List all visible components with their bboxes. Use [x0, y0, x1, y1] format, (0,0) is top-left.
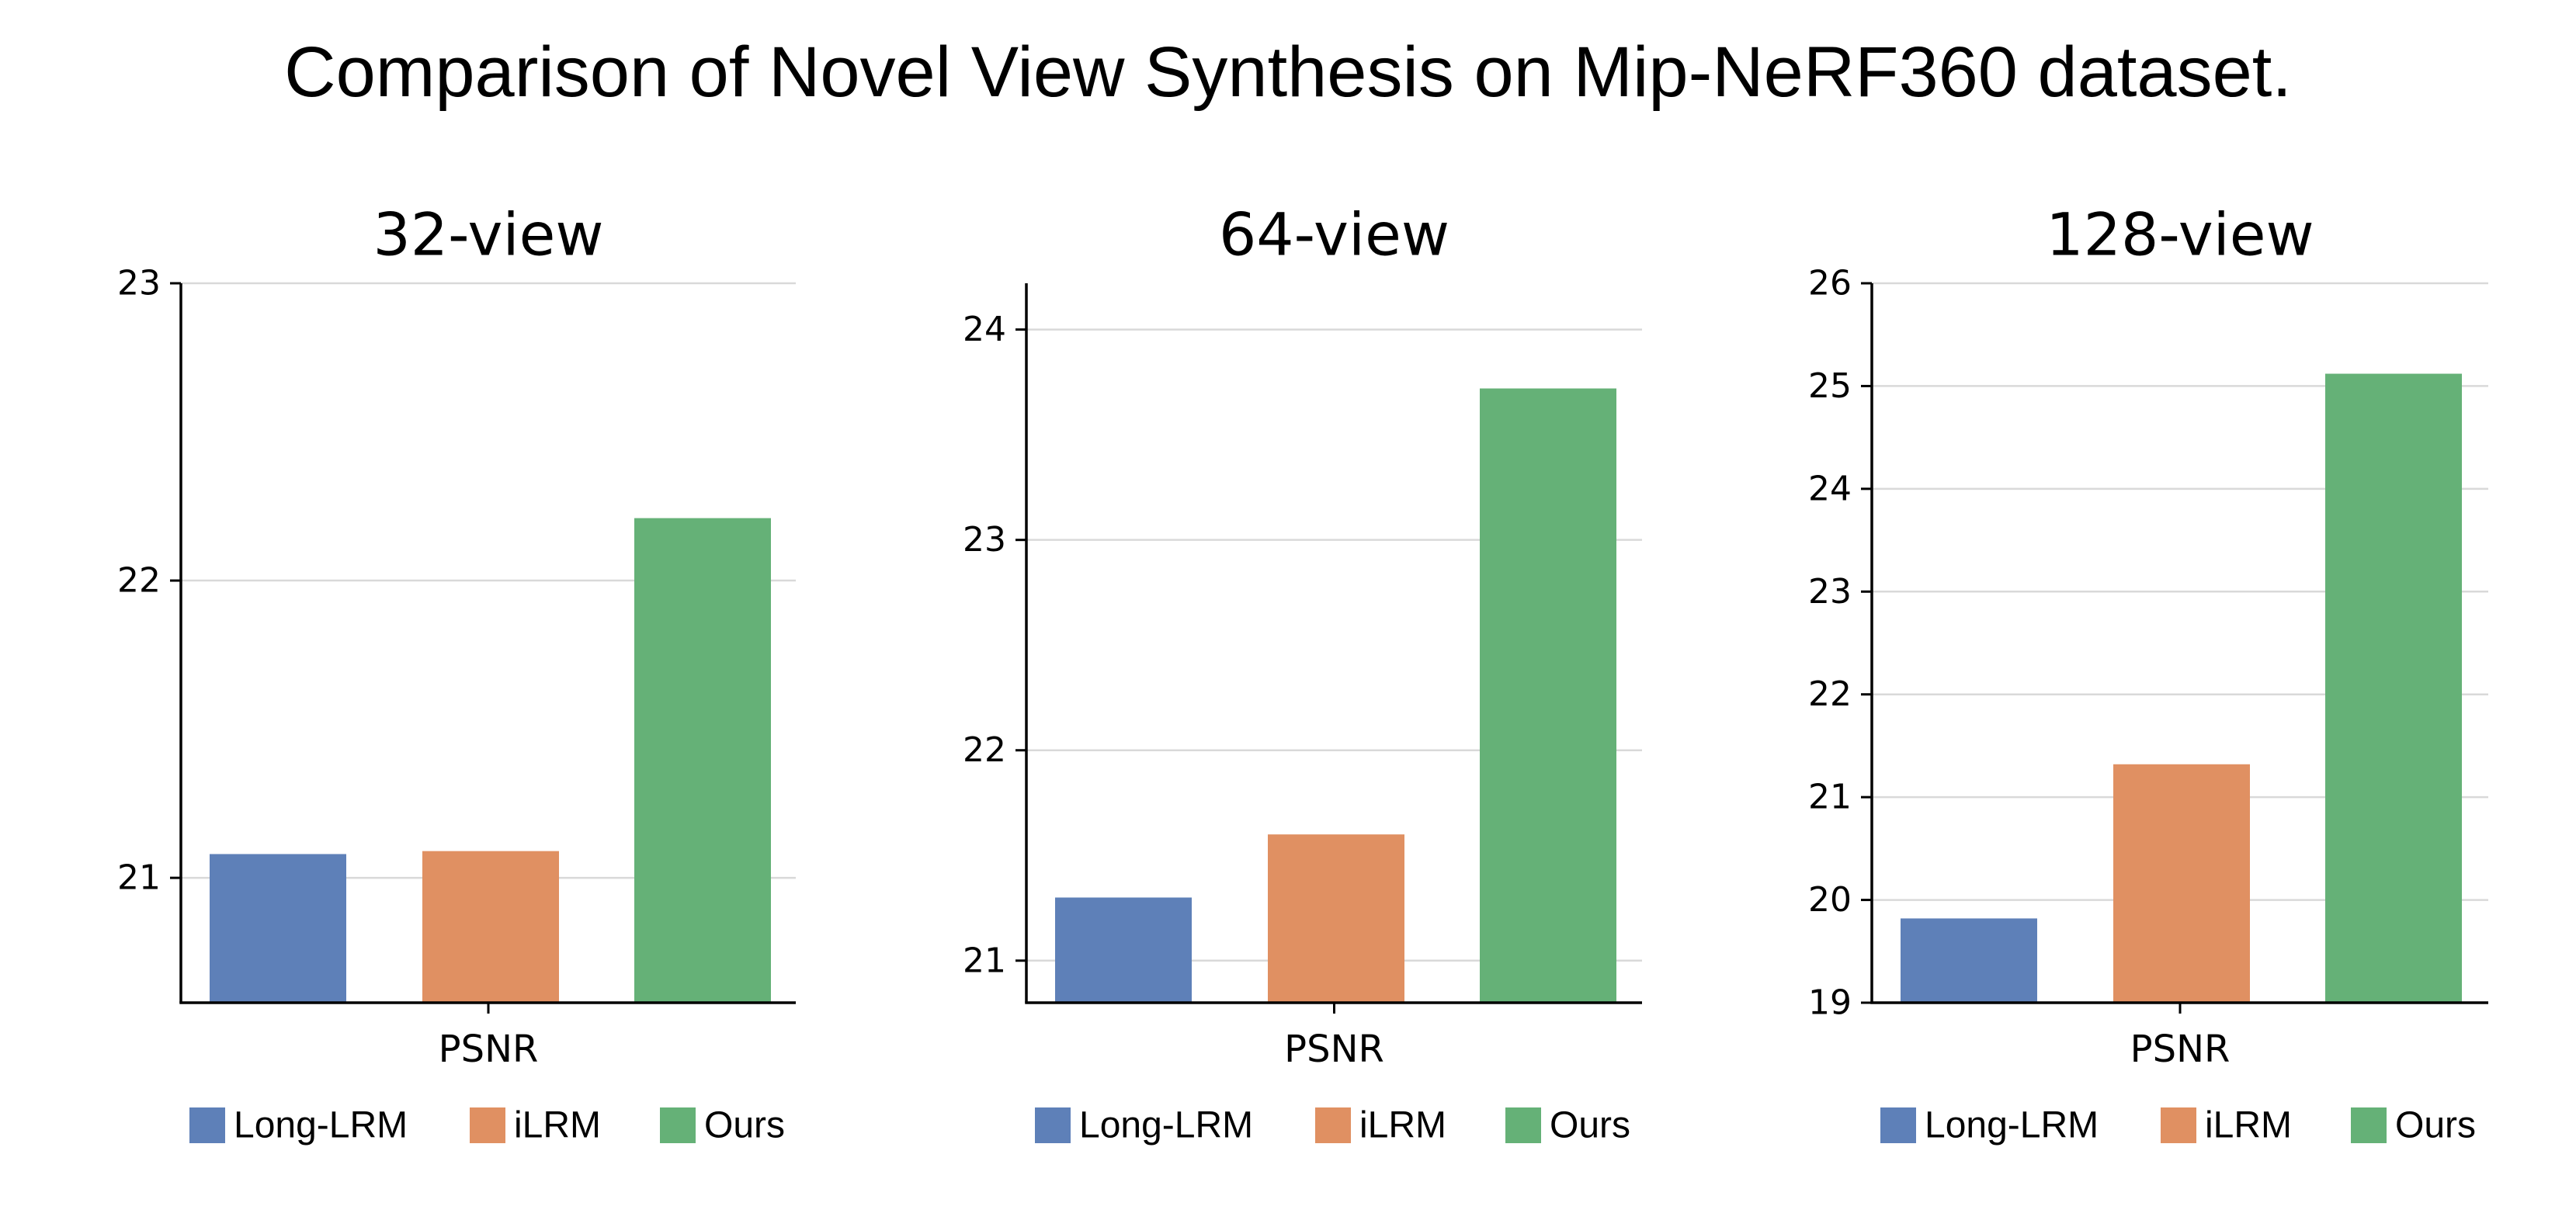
bar-long-lrm	[210, 854, 346, 1003]
legend-swatch-ours	[1505, 1107, 1541, 1143]
x-axis-label: PSNR	[439, 1028, 539, 1071]
panel-title: 128-view	[2046, 200, 2314, 269]
chart-panel-2: 21 22 23 24 PSNR 64-view Long-LRM iLRM Ours	[963, 200, 1642, 1146]
legend-swatch-long-lrm	[1880, 1107, 1916, 1143]
bar-ours	[634, 518, 771, 1003]
legend-label: Ours	[2395, 1105, 2476, 1146]
y-tick-label: 19	[1808, 983, 1852, 1023]
legend-label: iLRM	[1359, 1105, 1446, 1146]
bar-ilrm	[422, 851, 559, 1003]
legend-swatch-ours	[2351, 1107, 2387, 1143]
y-tick-label: 23	[963, 520, 1006, 560]
bar-ilrm	[2113, 764, 2250, 1003]
y-tick-label: 21	[117, 858, 161, 898]
legend: Long-LRM iLRM Ours	[1880, 1105, 2476, 1146]
legend-label: Long-LRM	[1925, 1105, 2099, 1146]
y-tick-label: 22	[963, 730, 1006, 770]
chart-panel-1: 21 22 23 PSNR 32-view Long-LRM iLRM Ours	[117, 200, 796, 1146]
chart-panel-3: 19 20 21 22 23 24 25 26 PSNR 128-view Long-LRM iLRM…	[1808, 200, 2488, 1146]
bar-ours	[1480, 388, 1616, 1003]
legend-swatch-ilrm	[470, 1107, 505, 1143]
y-tick-label: 22	[117, 561, 161, 601]
legend: Long-LRM iLRM Ours	[1035, 1105, 1630, 1146]
legend-label: iLRM	[2205, 1105, 2292, 1146]
y-tick-label: 21	[1808, 778, 1852, 817]
legend-label: Long-LRM	[1079, 1105, 1253, 1146]
legend-swatch-long-lrm	[189, 1107, 225, 1143]
panel-title: 32-view	[373, 200, 603, 269]
panel-title: 64-view	[1219, 200, 1449, 269]
bar-ilrm	[1268, 834, 1404, 1003]
legend-label: Long-LRM	[234, 1105, 408, 1146]
bar-long-lrm	[1901, 918, 2037, 1003]
y-tick-label: 26	[1808, 264, 1852, 303]
figure-title: Comparison of Novel View Synthesis on Mi…	[284, 33, 2292, 112]
legend-label: iLRM	[514, 1105, 601, 1146]
legend-label: Ours	[1550, 1105, 1630, 1146]
legend-label: Ours	[704, 1105, 785, 1146]
y-tick-label: 21	[963, 941, 1006, 980]
legend: Long-LRM iLRM Ours	[189, 1105, 785, 1146]
y-tick-label: 20	[1808, 880, 1852, 920]
y-tick-label: 24	[1808, 469, 1852, 508]
y-tick-label: 23	[1808, 572, 1852, 612]
x-axis-label: PSNR	[1284, 1028, 1384, 1071]
bar-ours	[2325, 373, 2462, 1003]
y-tick-label: 23	[117, 264, 161, 303]
y-tick-label: 24	[963, 310, 1006, 349]
y-tick-label: 22	[1808, 674, 1852, 714]
x-axis-label: PSNR	[2130, 1028, 2231, 1071]
legend-swatch-ilrm	[1315, 1107, 1351, 1143]
bar-long-lrm	[1055, 897, 1192, 1003]
legend-swatch-ilrm	[2161, 1107, 2196, 1143]
y-tick-label: 25	[1808, 366, 1852, 406]
legend-swatch-long-lrm	[1035, 1107, 1071, 1143]
legend-swatch-ours	[660, 1107, 696, 1143]
